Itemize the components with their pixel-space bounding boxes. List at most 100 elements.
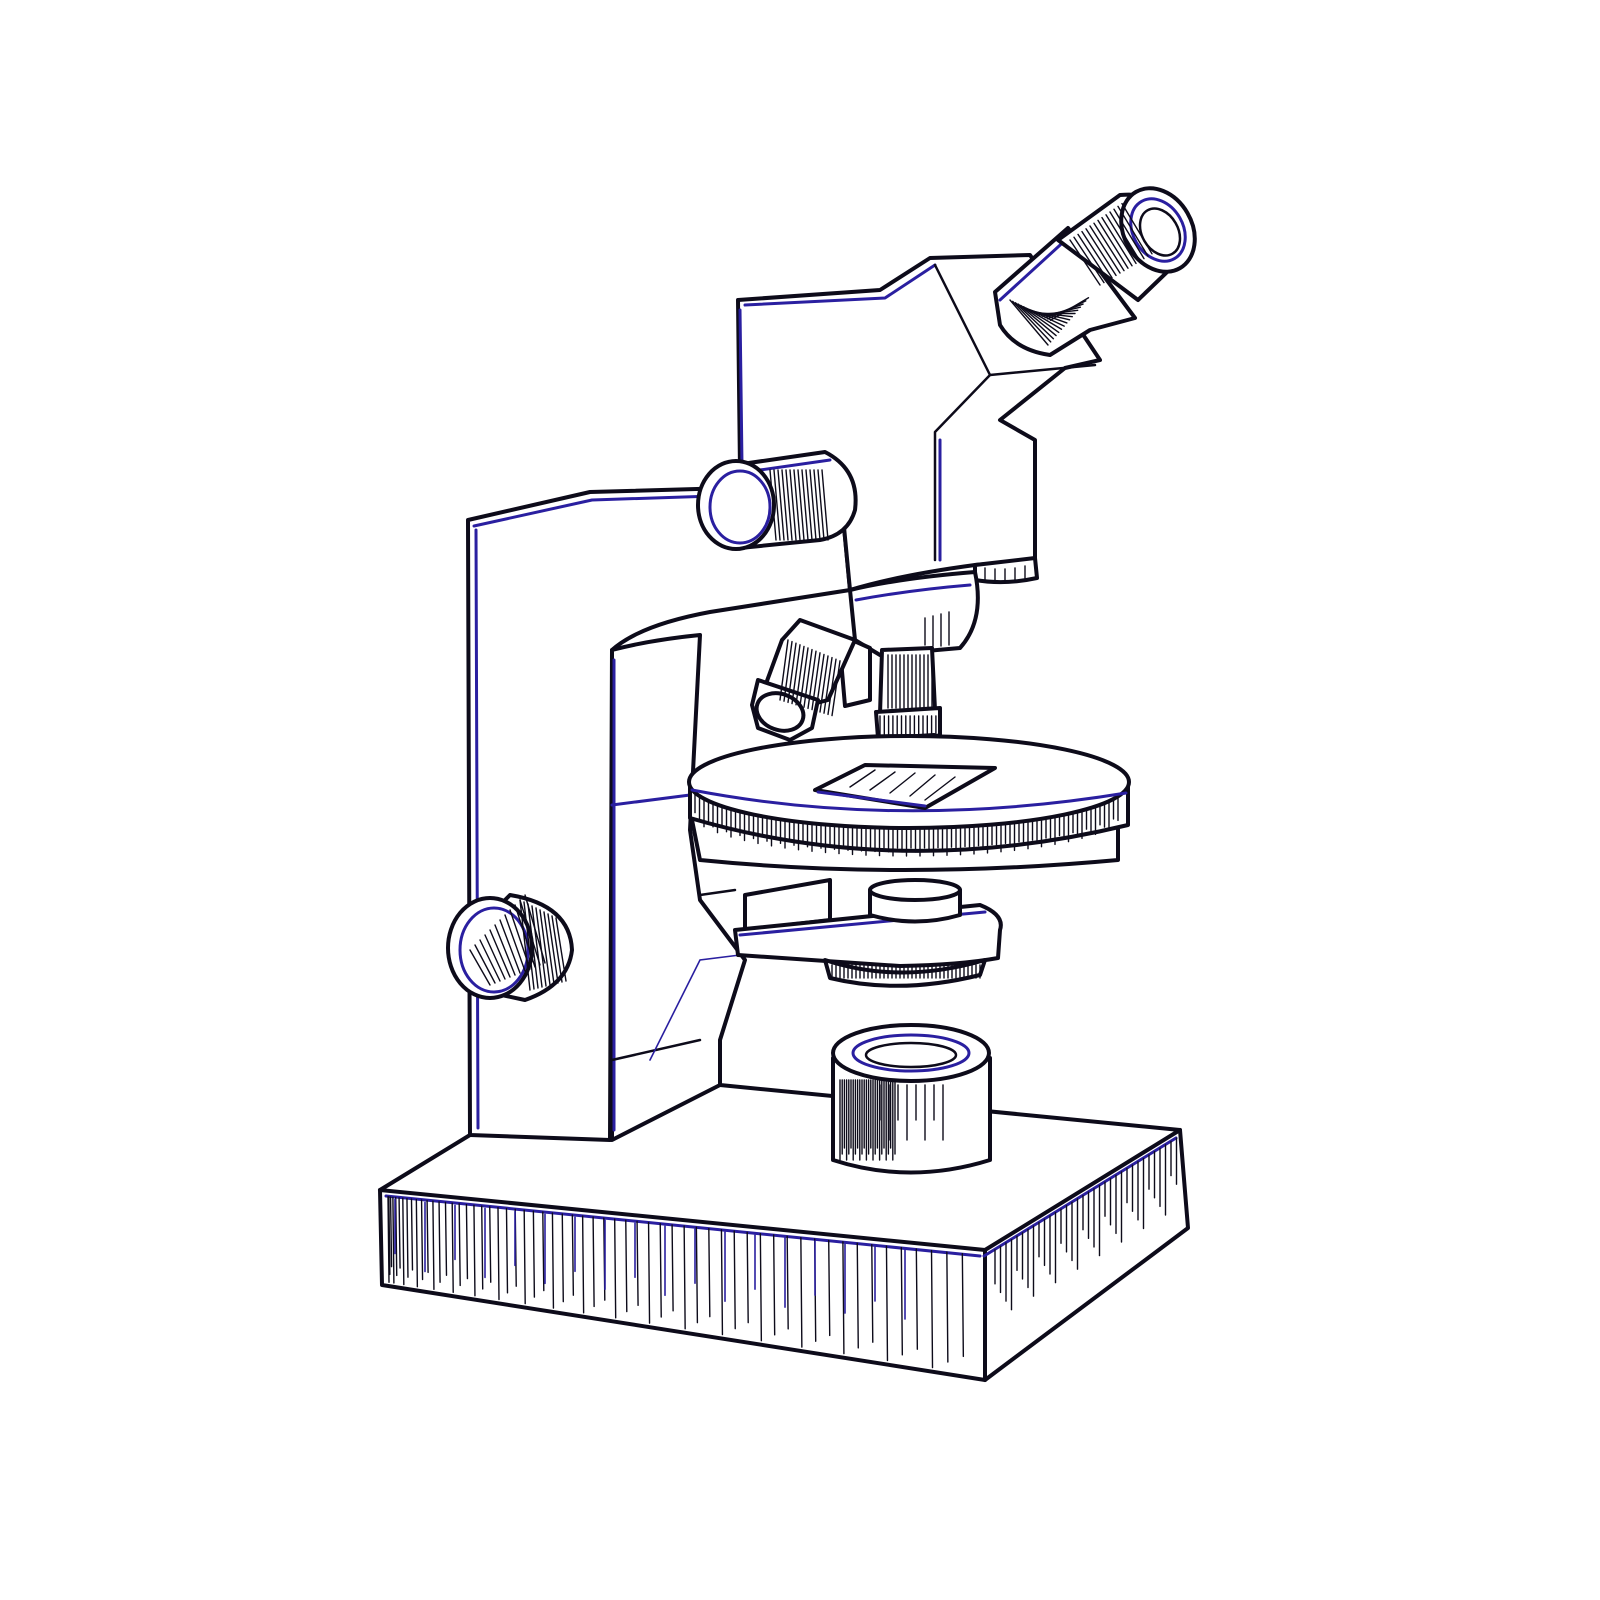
hatch-line [479, 939, 501, 982]
hatch-line [961, 1252, 965, 1358]
hatch-line [793, 469, 801, 541]
hatch-line [1117, 205, 1149, 257]
condenser-hatching [831, 964, 981, 979]
hatch-line [1073, 236, 1105, 284]
condenser [733, 878, 1003, 988]
hatch-line [786, 1235, 789, 1330]
hatch-line [708, 1227, 711, 1318]
hatch-line [842, 1241, 845, 1355]
hatch-line [473, 1204, 476, 1297]
hatch-line [779, 639, 789, 701]
hatch-line [465, 1203, 469, 1280]
hatch-line [469, 949, 491, 986]
hatch-line [809, 469, 817, 541]
objective-lenses [750, 618, 942, 767]
eyecup-hatching [1069, 202, 1153, 286]
light-source-hatching [839, 1079, 944, 1161]
hatch-line [1101, 216, 1133, 267]
hatch-line [406, 1197, 409, 1278]
hatch-line [1069, 239, 1101, 286]
hatch-line [389, 1196, 393, 1268]
coarse-knob-hatching [469, 894, 567, 991]
hatch-line [505, 1207, 509, 1294]
hatch-line [659, 1223, 662, 1318]
illuminator-light-source [831, 1023, 992, 1175]
hatch-line [799, 647, 809, 707]
hatch-line [1109, 211, 1141, 262]
center-objective-hatching [879, 654, 937, 736]
hatch-line [415, 1198, 419, 1288]
hatch-line [695, 1226, 699, 1324]
hatch-line [484, 934, 506, 980]
hatch-line [1014, 302, 1055, 340]
hatch-line [1020, 304, 1060, 334]
hatch-line [489, 1206, 492, 1283]
hatch-line [636, 1220, 639, 1307]
hatch-line [807, 650, 817, 710]
hatch-line [592, 1216, 595, 1308]
hatch-line [458, 1203, 461, 1287]
hatch-line [759, 1232, 763, 1342]
coarse-focus-knob [446, 893, 574, 1002]
hatch-line [395, 1196, 398, 1277]
hatch-line [746, 1231, 749, 1324]
hatch-line [1009, 299, 1049, 346]
hatch-line [504, 914, 526, 972]
hatch-line [817, 469, 825, 541]
hatch-line [535, 907, 547, 987]
hatch-line [519, 899, 541, 966]
hatch-line [402, 1197, 405, 1286]
hatch-line [785, 469, 793, 541]
fine-focus-knob [696, 450, 858, 551]
hatch-line [783, 640, 793, 702]
hatch-line [821, 469, 829, 541]
hatch-line [811, 652, 821, 711]
hatch-line [787, 642, 797, 704]
hatch-line [671, 1224, 674, 1312]
hatch-line [571, 1214, 575, 1296]
hatch-line [523, 1209, 526, 1305]
hatch-line [801, 469, 809, 541]
hatch-line [1121, 202, 1153, 255]
hatch-line [514, 904, 536, 968]
hatch-line [856, 1242, 859, 1349]
hatch-line [1081, 230, 1113, 279]
hatch-line [551, 1212, 555, 1309]
hatch-line [819, 655, 829, 713]
hatch-line [432, 1200, 435, 1291]
hatch-line [451, 1202, 454, 1294]
hatch-line [420, 1199, 424, 1281]
hatch-line [539, 909, 551, 986]
hatch-line [613, 1218, 617, 1319]
hatch-line [803, 648, 813, 708]
hatch-line [720, 1229, 724, 1336]
hatch-line [387, 1196, 390, 1283]
hatch-line [813, 469, 821, 541]
hatch-line [800, 1236, 803, 1348]
hatch-line [797, 469, 805, 541]
hatch-line [398, 1197, 401, 1269]
hatch-line [1093, 222, 1125, 272]
hatch-line [805, 469, 813, 541]
hatch-line [625, 1219, 628, 1313]
hatch-line [1105, 214, 1137, 265]
hatch-line [795, 645, 805, 706]
hatch-line [499, 919, 521, 974]
hatch-line [494, 924, 516, 976]
hatch-line [915, 1248, 919, 1350]
hatch-line [388, 1196, 391, 1276]
hatch-line [828, 1239, 831, 1337]
hatch-line [1017, 303, 1057, 337]
hatch-line [1097, 219, 1129, 269]
hatch-line [1012, 300, 1052, 343]
hatch-line [542, 1211, 545, 1292]
hatch-line [410, 1198, 414, 1271]
stage-edge-hatching [694, 793, 1119, 857]
hatch-line [1077, 233, 1109, 281]
hatch-line [871, 1243, 874, 1343]
hatch-line [519, 899, 531, 991]
stage [687, 734, 1131, 872]
hatch-line [900, 1246, 904, 1356]
hatch-line [791, 644, 801, 705]
